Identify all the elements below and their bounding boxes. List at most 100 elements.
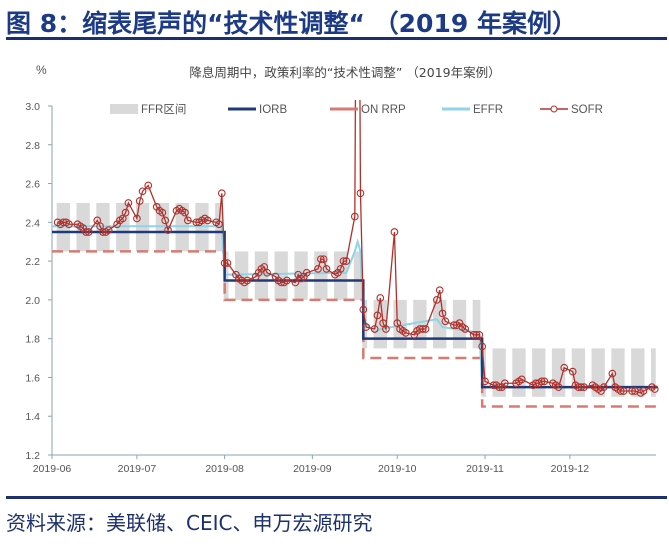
legend-label-onrrp: ON RRP <box>361 104 406 116</box>
sofr-point <box>124 199 133 207</box>
x-tick-label: 2019-07 <box>118 463 157 475</box>
sofr-point <box>628 387 637 395</box>
ffr-range-bar <box>353 251 362 300</box>
sofr-point <box>650 385 659 393</box>
sofr-point <box>138 187 147 196</box>
sofr-point <box>203 216 212 225</box>
sofr-point <box>574 383 583 391</box>
ffr-range-bar <box>631 348 645 397</box>
legend-label-ffr: FFR区间 <box>141 103 186 116</box>
sofr-point <box>608 369 617 378</box>
sofr-point <box>560 363 569 372</box>
source-note: 资料来源：美联储、CEIC、申万宏源研究 <box>6 511 373 535</box>
sofr-point <box>373 311 382 320</box>
y-tick-label: 1.4 <box>25 411 40 423</box>
ffr-range-bar <box>650 348 656 397</box>
ffr-range-bar <box>481 348 486 397</box>
sofr-point <box>537 377 546 386</box>
sofr-point <box>390 228 399 236</box>
y-axis-unit: % <box>36 63 47 77</box>
sofr-point <box>158 208 167 217</box>
sofr-point <box>144 181 153 190</box>
sofr-point <box>319 255 328 264</box>
sofr-point <box>639 387 648 395</box>
sofr-point <box>362 323 370 331</box>
legend-label-sofr: SOFR <box>571 104 603 116</box>
ffr-range-bar <box>274 251 288 300</box>
legend-swatch-ffr <box>110 104 138 114</box>
chart-title: 降息周期中，政策利率的“技术性调整” （2019年案例） <box>189 65 500 80</box>
x-tick-label: 2019-09 <box>293 463 332 475</box>
sofr-point <box>418 325 427 333</box>
sofr-point <box>554 383 563 391</box>
sofr-point <box>84 228 93 236</box>
sofr-point <box>220 259 229 267</box>
x-tick-label: 2019-06 <box>33 463 72 475</box>
y-tick-label: 2.6 <box>25 179 40 191</box>
sofr-point <box>133 214 141 223</box>
sofr-point <box>243 276 252 285</box>
ffr-range-bar <box>413 299 427 349</box>
sofr-point <box>322 265 331 273</box>
legend-marker-sofr <box>550 105 558 113</box>
y-tick-label: 1.2 <box>25 450 40 462</box>
sofr-point <box>382 325 390 333</box>
sofr-point <box>291 278 300 287</box>
sofr-point <box>478 342 487 351</box>
sofr-point <box>435 286 444 295</box>
y-tick-label: 2.0 <box>25 295 40 307</box>
sofr-point <box>577 383 586 391</box>
sofr-point <box>283 276 291 285</box>
sofr-point <box>336 265 345 273</box>
y-tick-label: 1.8 <box>25 334 40 346</box>
sofr-point <box>164 226 172 234</box>
ffr-range-bar <box>234 251 249 300</box>
sofr-point <box>215 220 223 229</box>
legend-label-effr: EFFR <box>473 104 503 116</box>
sofr-point <box>438 309 447 318</box>
x-tick-label: 2019-10 <box>378 463 417 475</box>
sofr-point <box>217 189 226 198</box>
ffr-range-bar <box>512 348 526 397</box>
sofr-point <box>475 330 484 339</box>
sofr-point <box>356 189 365 198</box>
sofr-point <box>121 208 130 217</box>
sofr-point <box>616 387 625 395</box>
sofr-point <box>461 325 470 333</box>
x-tick-label: 2019-12 <box>551 463 590 475</box>
sofr-point <box>540 377 549 386</box>
sofr-point <box>599 383 608 391</box>
title-divider <box>6 37 667 40</box>
sofr-point <box>441 317 450 326</box>
sofr-point <box>619 387 628 395</box>
sofr-point <box>339 257 348 265</box>
sofr-point <box>317 255 325 264</box>
sofr-point <box>517 375 526 384</box>
sofr-point <box>481 377 489 386</box>
footer-divider <box>6 496 667 499</box>
sofr-line <box>57 100 656 394</box>
y-tick-label: 2.2 <box>25 256 40 268</box>
sofr-point <box>370 325 379 333</box>
sofr-point <box>181 208 189 217</box>
sofr-point <box>495 383 503 391</box>
rate-chart: % 降息周期中，政策利率的“技术性调整” （2019年案例） 1.2 1.4 1.6… <box>25 63 659 475</box>
sofr-point <box>433 296 441 304</box>
ffr-range-bar <box>472 299 481 349</box>
sofr-point <box>135 197 144 205</box>
sofr-point <box>580 383 588 391</box>
sofr-point <box>500 379 509 388</box>
ffr-range-bar <box>532 348 546 397</box>
y-tick-label: 3.0 <box>25 101 40 113</box>
sofr-point <box>223 259 232 267</box>
y-tick-label: 2.4 <box>25 217 40 229</box>
sofr-point <box>82 228 90 236</box>
sofr-point <box>401 329 410 337</box>
sofr-point <box>469 330 478 339</box>
sofr-point <box>350 212 359 221</box>
sofr-point <box>65 220 73 229</box>
x-tick-label: 2019-08 <box>205 463 244 475</box>
sofr-point <box>359 305 368 314</box>
sofr-point <box>183 216 192 225</box>
sofr-point <box>472 330 481 339</box>
